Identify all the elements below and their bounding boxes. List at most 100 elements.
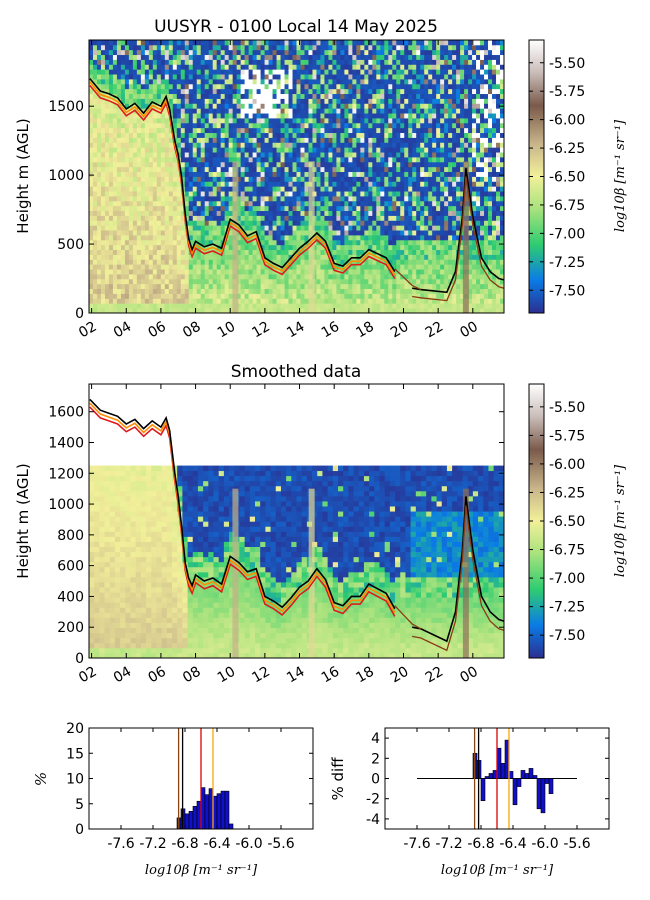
heatmap-cell xyxy=(340,239,345,246)
heatmap-cell xyxy=(236,210,242,216)
heatmap-cell xyxy=(136,303,142,309)
heatmap-cell xyxy=(428,166,433,173)
heatmap-cell xyxy=(332,269,337,275)
heatmap-cell xyxy=(220,210,226,216)
heatmap-cell xyxy=(212,166,218,173)
heatmap-cell xyxy=(204,147,210,153)
heatmap-cell xyxy=(224,186,230,192)
heatmap-cell xyxy=(176,103,182,109)
heatmap-cell xyxy=(348,157,353,163)
heatmap-cell xyxy=(300,137,305,143)
heatmap-cell xyxy=(168,308,174,314)
heatmap-cell xyxy=(172,44,178,51)
heatmap-cell xyxy=(428,44,433,51)
heatmap-cell xyxy=(260,220,265,226)
heatmap-cell xyxy=(400,79,405,85)
heatmap-cell xyxy=(184,64,190,70)
heatmap-cell xyxy=(440,220,445,226)
heatmap-cell xyxy=(192,161,198,168)
heatmap-cell xyxy=(304,249,309,255)
heatmap-cell xyxy=(212,152,218,158)
heatmap-cell xyxy=(228,303,234,309)
heatmap-cell xyxy=(140,98,146,104)
heatmap-cell xyxy=(164,239,170,246)
heatmap-cell xyxy=(412,205,417,212)
heatmap-cell xyxy=(276,93,281,99)
heatmap-cell xyxy=(96,113,102,119)
heatmap-cell xyxy=(208,83,214,90)
heatmap-cell xyxy=(340,122,345,129)
heatmap-cell xyxy=(352,225,357,231)
heatmap-cell xyxy=(280,59,285,65)
heatmap-cell xyxy=(404,176,409,182)
heatmap-cell xyxy=(208,269,214,275)
heatmap-cell xyxy=(316,74,321,80)
heatmap-cell xyxy=(376,278,381,285)
heatmap-cell xyxy=(340,83,345,90)
heatmap-cell xyxy=(264,113,269,119)
heatmap-cell xyxy=(424,54,429,60)
heatmap-cell xyxy=(440,303,445,309)
heatmap-cell xyxy=(89,239,94,246)
heatmap-cell xyxy=(408,288,413,294)
heatmap-cell xyxy=(300,244,305,251)
heatmap-cell xyxy=(412,49,417,56)
heatmap-cell xyxy=(92,176,98,182)
heatmap-cell xyxy=(276,54,281,60)
heatmap-cell xyxy=(144,103,150,109)
heatmap-cell xyxy=(300,196,305,202)
heatmap-cell xyxy=(128,186,134,192)
heatmap-cell xyxy=(416,64,421,70)
heatmap-cell xyxy=(388,235,393,241)
heatmap-cell xyxy=(156,220,162,226)
heatmap-cell xyxy=(252,113,257,119)
heatmap-cell xyxy=(212,142,218,148)
heatmap-cell xyxy=(420,98,425,104)
heatmap-cell xyxy=(388,64,393,70)
heatmap-cell xyxy=(276,83,281,90)
heatmap-cell xyxy=(248,59,254,65)
heatmap-cell xyxy=(316,200,321,207)
heatmap-cell xyxy=(148,303,154,309)
heatmap-cell xyxy=(124,40,130,46)
heatmap-cell xyxy=(384,137,389,143)
heatmap-cell xyxy=(92,293,98,299)
heatmap-cell xyxy=(264,83,269,90)
heatmap-cell xyxy=(152,254,158,260)
heatmap-cell xyxy=(96,98,102,104)
heatmap-cell xyxy=(248,274,254,280)
heatmap-cell xyxy=(340,108,345,114)
heatmap-cell xyxy=(424,293,429,299)
heatmap-cell xyxy=(404,137,409,143)
heatmap-cell xyxy=(132,269,138,275)
heatmap-cell xyxy=(340,74,345,80)
heatmap-cell xyxy=(388,171,393,177)
heatmap-cell xyxy=(204,166,210,173)
heatmap-cell xyxy=(396,220,401,226)
heatmap-cell xyxy=(288,74,293,80)
heatmap-cell xyxy=(296,303,301,309)
heatmap-cell xyxy=(428,278,433,285)
heatmap-cell xyxy=(104,308,110,314)
heatmap-cell xyxy=(332,49,337,56)
heatmap-cell xyxy=(368,186,373,192)
heatmap-cell xyxy=(436,186,441,192)
heatmap-cell xyxy=(340,64,345,70)
heatmap-cell xyxy=(180,49,186,56)
heatmap-cell xyxy=(316,122,321,129)
heatmap-cell xyxy=(348,83,353,90)
heatmap-cell xyxy=(204,59,210,65)
heatmap-cell xyxy=(152,59,158,65)
heatmap-cell xyxy=(240,239,246,246)
heatmap-cell xyxy=(240,118,246,124)
heatmap-cell xyxy=(380,93,385,99)
heatmap-cell xyxy=(300,118,305,124)
heatmap-cell xyxy=(252,137,257,143)
heatmap-cell xyxy=(264,244,269,251)
heatmap-cell xyxy=(380,220,385,226)
heatmap-cell xyxy=(244,40,250,46)
heatmap-cell xyxy=(200,274,206,280)
heatmap-cell xyxy=(328,264,333,270)
heatmap-cell xyxy=(356,88,361,95)
heatmap-cell xyxy=(340,171,345,177)
